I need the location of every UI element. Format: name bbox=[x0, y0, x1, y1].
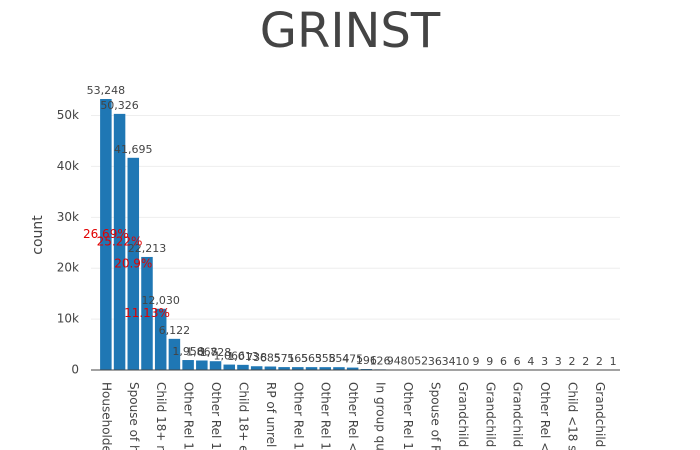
bar bbox=[182, 360, 194, 370]
value-label: 6 bbox=[500, 355, 507, 368]
value-label: 2 bbox=[569, 355, 576, 368]
x-tick-label: Other Rel 1 bbox=[291, 382, 305, 450]
x-tick-label: Householder bbox=[99, 382, 113, 450]
x-tick-label: Other Rel < bbox=[538, 382, 552, 450]
value-label: 52 bbox=[414, 355, 428, 368]
bar bbox=[154, 308, 167, 370]
value-label: 685 bbox=[260, 352, 281, 365]
value-label: 1,013 bbox=[227, 350, 259, 363]
value-label: 1,868 bbox=[186, 345, 218, 358]
value-label: 36 bbox=[428, 355, 442, 368]
x-tick-label: Grandchild bbox=[593, 382, 607, 447]
bar bbox=[141, 256, 153, 370]
value-label: 80 bbox=[400, 355, 414, 368]
value-label: 53,248 bbox=[87, 84, 126, 97]
x-tick-label: Other Rel < bbox=[346, 382, 360, 450]
value-label: 41,695 bbox=[114, 143, 153, 156]
x-tick-label: Spouse of R bbox=[428, 382, 442, 450]
value-label: 9 bbox=[473, 355, 480, 368]
value-label: 2 bbox=[596, 355, 603, 368]
y-axis-label: count bbox=[30, 215, 46, 255]
value-label: 10 bbox=[455, 355, 469, 368]
x-tick-label: RP of unrel bbox=[264, 382, 278, 447]
value-label: 6 bbox=[514, 355, 521, 368]
value-label: 4 bbox=[527, 355, 534, 368]
x-tick-label: Grandchild bbox=[483, 382, 497, 447]
value-label: 571 bbox=[274, 352, 295, 365]
value-label: 126 bbox=[370, 354, 391, 367]
bar bbox=[223, 364, 236, 370]
bar bbox=[100, 99, 112, 371]
x-tick-label: Other Rel 1 bbox=[209, 382, 223, 450]
y-tick-label: 40k bbox=[57, 159, 79, 173]
bar bbox=[113, 113, 126, 370]
bar bbox=[250, 366, 263, 370]
bar bbox=[127, 157, 140, 370]
x-tick-label: Other Rel 1 bbox=[319, 382, 333, 450]
percent-annotation: 26.69% bbox=[83, 227, 129, 241]
value-label: 9 bbox=[486, 355, 493, 368]
x-tick-label: Child <18 s bbox=[566, 382, 580, 450]
bar bbox=[333, 367, 345, 370]
bar bbox=[278, 367, 290, 370]
x-tick-label: Spouse of h bbox=[127, 382, 141, 450]
percent-annotation: 25.22% bbox=[97, 234, 143, 248]
x-tick-label: Other Rel 1 bbox=[401, 382, 415, 450]
y-tick-label: 30k bbox=[57, 210, 79, 224]
value-label: 738 bbox=[246, 351, 267, 364]
value-label: 1,066 bbox=[214, 350, 246, 363]
bar bbox=[264, 366, 277, 370]
value-label: 2 bbox=[582, 355, 589, 368]
bar bbox=[237, 364, 249, 370]
y-tick-label: 50k bbox=[57, 108, 79, 122]
percent-annotation: 11.13% bbox=[124, 306, 170, 320]
value-label: 34 bbox=[442, 355, 456, 368]
x-tick-label: Grandchild bbox=[456, 382, 470, 447]
y-tick-label: 10k bbox=[57, 312, 79, 326]
bar bbox=[292, 367, 304, 370]
value-label: 565 bbox=[287, 352, 308, 365]
value-label: 196 bbox=[356, 354, 377, 367]
bar bbox=[346, 367, 359, 370]
value-label: 12,030 bbox=[141, 294, 180, 307]
x-tick-label: Grandchild bbox=[511, 382, 525, 447]
bar bbox=[319, 367, 331, 370]
chart-title: GRINST bbox=[260, 3, 441, 59]
y-tick-label: 20k bbox=[57, 261, 79, 275]
value-label: 554 bbox=[328, 352, 349, 365]
value-label: 22,213 bbox=[128, 242, 167, 255]
bar bbox=[305, 367, 318, 370]
y-tick-label: 0 bbox=[71, 363, 79, 377]
value-label: 1 bbox=[610, 355, 617, 368]
x-tick-label: In group qu bbox=[374, 382, 388, 450]
x-tick-label: Other Rel 1 bbox=[182, 382, 196, 450]
percent-annotation: 20.9% bbox=[114, 256, 152, 270]
value-label: 3 bbox=[541, 355, 548, 368]
x-tick-label: Child 18+ n bbox=[154, 382, 168, 450]
value-label: 6,122 bbox=[159, 324, 191, 337]
value-label: 3 bbox=[555, 355, 562, 368]
value-label: 563 bbox=[301, 352, 322, 365]
value-label: 1,728 bbox=[200, 346, 232, 359]
value-label: 475 bbox=[342, 353, 363, 366]
bar bbox=[196, 360, 208, 370]
bar bbox=[168, 338, 181, 370]
bar bbox=[209, 361, 222, 370]
value-label: 50,326 bbox=[100, 99, 139, 112]
x-tick-label: Child 18+ e bbox=[236, 382, 250, 450]
value-label: 1,956 bbox=[172, 345, 204, 358]
value-label: 94 bbox=[387, 355, 401, 368]
value-label: 558 bbox=[315, 352, 336, 365]
